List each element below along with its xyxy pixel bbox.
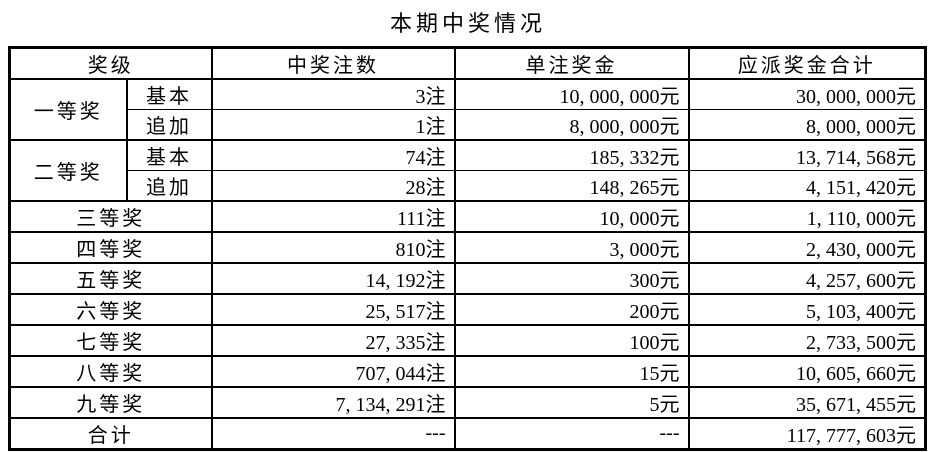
prize-level-cell: 八等奖 — [8, 355, 213, 388]
total-prize-cell: 2, 733, 500元 — [687, 324, 927, 357]
single-prize-cell: 10, 000元 — [453, 200, 690, 233]
bet-count-cell: 74注 — [210, 139, 456, 171]
total-prize-cell: 2, 430, 000元 — [687, 231, 927, 264]
table-row: 六等奖 25, 517注 200元 5, 103, 400元 — [8, 293, 927, 326]
bet-count-cell: 1注 — [210, 109, 456, 141]
table-row: 追加 1注 8, 000, 000元 8, 000, 000元 — [10, 109, 927, 141]
total-prize-cell: 10, 605, 660元 — [687, 355, 927, 388]
total-prize-cell: 35, 671, 455元 — [687, 386, 927, 419]
col-header-bet-count: 中奖注数 — [210, 46, 456, 80]
prize-level-cell: 一等奖 — [8, 78, 128, 141]
col-header-single-prize: 单注奖金 — [453, 46, 690, 80]
bet-count-cell: 810注 — [210, 231, 456, 264]
sub-type-cell: 基本 — [125, 78, 213, 110]
bet-count-cell: 28注 — [210, 170, 456, 202]
total-label-cell: 合计 — [8, 417, 213, 451]
table-row: 二等奖 基本 74注 185, 332元 13, 714, 568元 — [8, 139, 927, 202]
table-row: 四等奖 810注 3, 000元 2, 430, 000元 — [8, 231, 927, 264]
total-prize-cell: 13, 714, 568元 — [687, 139, 927, 171]
prize-level-cell: 九等奖 — [8, 386, 213, 419]
sub-type-cell: 追加 — [125, 170, 213, 202]
bet-count-cell: 7, 134, 291注 — [210, 386, 456, 419]
table-row: 九等奖 7, 134, 291注 5元 35, 671, 455元 — [8, 386, 927, 419]
total-prize-cell: 4, 151, 420元 — [687, 170, 927, 202]
page-title: 本期中奖情况 — [389, 11, 546, 36]
total-prize-cell: 5, 103, 400元 — [687, 293, 927, 326]
total-row: 合计 --- --- 117, 777, 603元 — [8, 417, 927, 451]
single-prize-cell: 8, 000, 000元 — [453, 109, 690, 141]
bet-count-cell: --- — [210, 417, 456, 451]
bet-count-cell: 27, 335注 — [210, 324, 456, 357]
prize-level-cell: 二等奖 — [8, 139, 128, 202]
table-row: 七等奖 27, 335注 100元 2, 733, 500元 — [8, 324, 927, 357]
single-prize-cell: 3, 000元 — [453, 231, 690, 264]
table-row: 五等奖 14, 192注 300元 4, 257, 600元 — [8, 262, 927, 295]
bet-count-cell: 3注 — [210, 78, 456, 110]
col-header-total-prize: 应派奖金合计 — [687, 46, 927, 80]
sub-type-cell: 基本 — [125, 139, 213, 171]
single-prize-cell: 100元 — [453, 324, 690, 357]
single-prize-cell: 148, 265元 — [453, 170, 690, 202]
single-prize-cell: 300元 — [453, 262, 690, 295]
prize-level-cell: 四等奖 — [8, 231, 213, 264]
prize-results-table: 奖级 中奖注数 单注奖金 应派奖金合计 一等奖 基本 3注 10, 000, 0… — [8, 46, 927, 451]
header-row: 奖级 中奖注数 单注奖金 应派奖金合计 — [8, 46, 927, 80]
bet-count-cell: 25, 517注 — [210, 293, 456, 326]
total-prize-cell: 8, 000, 000元 — [687, 109, 927, 141]
table-row: 八等奖 707, 044注 15元 10, 605, 660元 — [8, 355, 927, 388]
bet-count-cell: 14, 192注 — [210, 262, 456, 295]
bet-count-cell: 111注 — [210, 200, 456, 233]
single-prize-cell: 15元 — [453, 355, 690, 388]
col-header-prize-level: 奖级 — [8, 46, 213, 80]
single-prize-cell: 200元 — [453, 293, 690, 326]
single-prize-cell: 185, 332元 — [453, 139, 690, 171]
total-prize-cell: 1, 110, 000元 — [687, 200, 927, 233]
prize-level-cell: 七等奖 — [8, 324, 213, 357]
total-prize-cell: 117, 777, 603元 — [687, 417, 927, 451]
single-prize-cell: 5元 — [453, 386, 690, 419]
bet-count-cell: 707, 044注 — [210, 355, 456, 388]
total-prize-cell: 4, 257, 600元 — [687, 262, 927, 295]
sub-type-cell: 追加 — [125, 109, 213, 141]
table-row: 三等奖 111注 10, 000元 1, 110, 000元 — [8, 200, 927, 233]
single-prize-cell: --- — [453, 417, 690, 451]
prize-level-cell: 五等奖 — [8, 262, 213, 295]
single-prize-cell: 10, 000, 000元 — [453, 78, 690, 110]
total-prize-cell: 30, 000, 000元 — [687, 78, 927, 110]
table-row: 追加 28注 148, 265元 4, 151, 420元 — [10, 170, 927, 202]
table-row: 一等奖 基本 3注 10, 000, 000元 30, 000, 000元 — [8, 78, 927, 141]
prize-level-cell: 三等奖 — [8, 200, 213, 233]
prize-level-cell: 六等奖 — [8, 293, 213, 326]
